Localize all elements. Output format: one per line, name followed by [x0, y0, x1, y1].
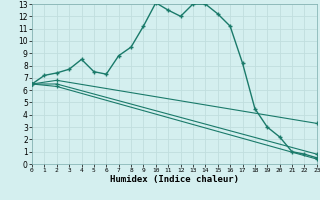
- X-axis label: Humidex (Indice chaleur): Humidex (Indice chaleur): [110, 175, 239, 184]
